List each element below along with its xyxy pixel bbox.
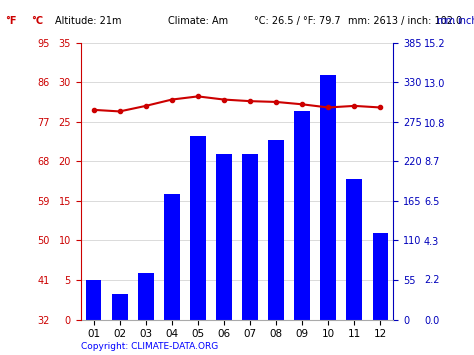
Text: °C: 26.5 / °F: 79.7: °C: 26.5 / °F: 79.7 bbox=[254, 16, 340, 26]
Bar bbox=[373, 233, 388, 320]
Text: °C: °C bbox=[31, 16, 43, 26]
Text: Altitude: 21m: Altitude: 21m bbox=[55, 16, 121, 26]
Text: Climate: Am: Climate: Am bbox=[168, 16, 228, 26]
Text: inch: inch bbox=[457, 16, 474, 26]
Bar bbox=[164, 193, 180, 320]
Bar bbox=[294, 111, 310, 320]
Text: mm: 2613 / inch: 102.0: mm: 2613 / inch: 102.0 bbox=[348, 16, 463, 26]
Bar bbox=[346, 179, 362, 320]
Bar bbox=[190, 136, 206, 320]
Text: mm: mm bbox=[436, 16, 455, 26]
Bar bbox=[320, 75, 336, 320]
Bar bbox=[112, 294, 128, 320]
Text: Copyright: CLIMATE-DATA.ORG: Copyright: CLIMATE-DATA.ORG bbox=[81, 343, 218, 351]
Text: °F: °F bbox=[5, 16, 16, 26]
Bar bbox=[216, 154, 232, 320]
Bar bbox=[242, 154, 258, 320]
Bar bbox=[138, 273, 154, 320]
Bar bbox=[86, 280, 101, 320]
Bar bbox=[268, 140, 284, 320]
